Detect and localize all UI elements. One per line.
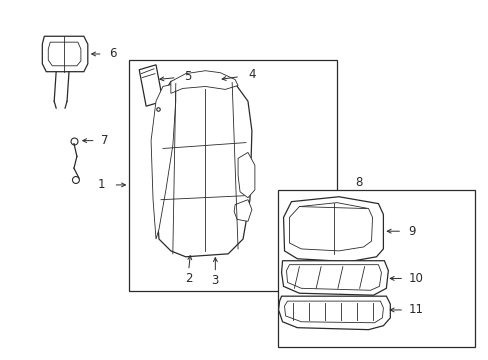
Text: 1: 1 <box>98 179 105 192</box>
Text: 11: 11 <box>407 303 423 316</box>
Text: 7: 7 <box>101 134 108 147</box>
Text: 4: 4 <box>247 68 255 81</box>
Polygon shape <box>170 71 238 93</box>
Text: 2: 2 <box>184 272 192 285</box>
Polygon shape <box>283 197 383 262</box>
Polygon shape <box>42 36 88 72</box>
Polygon shape <box>278 296 389 330</box>
Text: 5: 5 <box>183 70 191 83</box>
Text: 6: 6 <box>108 48 116 60</box>
Polygon shape <box>151 84 175 239</box>
Bar <box>277 190 474 347</box>
Bar <box>129 60 336 291</box>
Polygon shape <box>139 65 163 106</box>
Text: 10: 10 <box>408 272 423 285</box>
Polygon shape <box>154 77 251 257</box>
Text: 9: 9 <box>407 225 415 238</box>
Text: 8: 8 <box>354 176 362 189</box>
Polygon shape <box>238 152 254 198</box>
Text: 3: 3 <box>211 274 219 287</box>
Polygon shape <box>281 261 387 295</box>
Polygon shape <box>234 200 251 221</box>
